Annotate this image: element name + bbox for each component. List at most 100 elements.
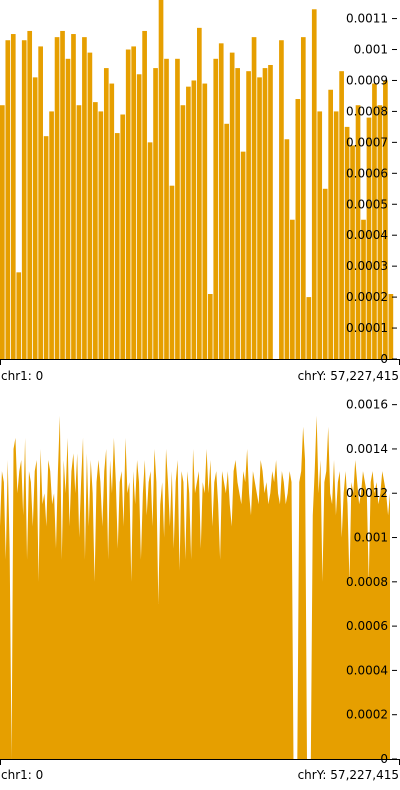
top-y-tick-label: 0.0002 [346, 290, 388, 304]
bar-30 [164, 58, 169, 359]
bar-54 [295, 99, 301, 359]
bar-33 [180, 105, 186, 359]
bar-52 [284, 139, 290, 359]
bar-63 [344, 126, 350, 359]
bar-32 [175, 58, 180, 359]
bar-14 [76, 105, 82, 359]
bottom-y-tick-label: 0.0004 [346, 663, 388, 677]
bottom-range-end-label: chrY: 57,227,415 [297, 768, 399, 782]
bottom-y-tick-label: 0.0006 [346, 619, 388, 633]
bar-10 [54, 37, 60, 359]
bar-41 [224, 123, 230, 359]
bar-48 [262, 68, 268, 359]
top-y-tick-label: 0 [380, 352, 388, 366]
bar-49 [268, 64, 273, 359]
bar-5 [27, 30, 33, 360]
bar-46 [251, 37, 257, 359]
bar-13 [71, 34, 76, 360]
bottom-y-tick-label: 0.001 [354, 531, 388, 545]
top-y-tick-label: 0.0001 [346, 321, 388, 335]
bar-9 [49, 111, 54, 360]
bar-34 [186, 86, 191, 359]
bar-23 [125, 49, 131, 359]
bar-68 [372, 83, 377, 359]
coverage-area [0, 415, 390, 759]
top-y-tick-label: 0.0004 [346, 228, 388, 242]
bar-8 [43, 136, 49, 359]
bar-57 [311, 9, 317, 359]
bar-44 [240, 151, 246, 359]
bar-39 [213, 58, 219, 359]
bar-12 [65, 58, 71, 359]
top-y-tick-label: 0.0011 [346, 12, 388, 26]
bar-25 [136, 74, 142, 359]
bar-43 [235, 68, 240, 359]
bar-1 [5, 40, 11, 359]
bar-40 [218, 43, 224, 360]
bottom-y-tick-label: 0.0016 [346, 398, 388, 412]
bottom-y-tick-label: 0.0002 [346, 708, 388, 722]
bar-67 [366, 117, 372, 359]
bar-45 [246, 71, 251, 360]
top-range-end-label: chrY: 57,227,415 [297, 369, 399, 383]
bar-53 [290, 219, 295, 359]
bar-22 [120, 114, 126, 359]
bar-55 [300, 37, 306, 359]
bar-62 [339, 71, 344, 360]
bar-21 [114, 133, 120, 359]
bar-6 [32, 77, 38, 359]
bar-38 [207, 294, 213, 359]
bar-0 [0, 105, 5, 359]
top-bar-chart: 0 0.0001 0.0002 0.0003 0.0004 0.0005 0.0006 0.0… [0, 0, 400, 390]
bar-26 [142, 30, 147, 360]
bar-61 [333, 111, 339, 360]
bar-31 [169, 185, 175, 359]
bar-4 [21, 40, 27, 359]
bar-29 [158, 0, 164, 359]
bar-65 [355, 105, 361, 359]
bar-3 [16, 272, 22, 359]
bar-69 [377, 105, 383, 359]
top-y-tick-label: 0.0003 [346, 259, 388, 273]
top-y-tick-label: 0.0009 [346, 73, 388, 87]
bar-19 [103, 68, 109, 359]
bar-35 [191, 80, 197, 359]
bar-20 [109, 83, 115, 359]
bar-66 [361, 219, 366, 359]
bar-56 [306, 297, 312, 359]
bar-37 [202, 83, 208, 359]
bar-28 [153, 68, 158, 359]
top-y-tick-label: 0.001 [354, 43, 388, 57]
bar-2 [10, 34, 16, 360]
bar-58 [317, 111, 323, 360]
top-y-tick-label: 0.0005 [346, 197, 388, 211]
bar-47 [257, 77, 262, 359]
bar-11 [60, 30, 65, 360]
bottom-y-tick-label: 0.0008 [346, 575, 388, 589]
bar-64 [350, 145, 355, 359]
bar-17 [93, 102, 98, 360]
bar-42 [229, 52, 235, 360]
bar-51 [279, 40, 284, 359]
top-y-tick-label: 0.0007 [346, 135, 388, 149]
bar-60 [328, 89, 334, 359]
bottom-y-tick-label: 0 [380, 752, 388, 766]
top-y-tick-label: 0.0008 [346, 104, 388, 118]
bottom-y-tick-label: 0.0014 [346, 442, 388, 456]
bar-70 [383, 80, 388, 359]
bar-71 [388, 294, 394, 359]
bar-24 [131, 46, 137, 359]
bar-18 [98, 111, 104, 360]
bottom-range-start-label: chr1: 0 [1, 768, 44, 782]
bottom-y-tick-label: 0.0012 [346, 486, 388, 500]
bottom-area-chart: 0 0.0002 0.0004 0.0006 0.0008 0.001 0.0012 0.00… [0, 398, 400, 790]
bottom-area-chart-svg: 0 0.0002 0.0004 0.0006 0.0008 0.001 0.0012 0.00… [0, 398, 400, 766]
top-y-tick-label: 0.0006 [346, 166, 388, 180]
bar-36 [197, 27, 202, 359]
bar-15 [82, 37, 87, 359]
bar-27 [147, 142, 153, 359]
top-bar-chart-svg: 0 0.0001 0.0002 0.0003 0.0004 0.0005 0.0006 0.0… [0, 0, 400, 366]
bar-16 [87, 52, 93, 360]
bar-7 [38, 46, 43, 359]
top-range-start-label: chr1: 0 [1, 369, 44, 383]
